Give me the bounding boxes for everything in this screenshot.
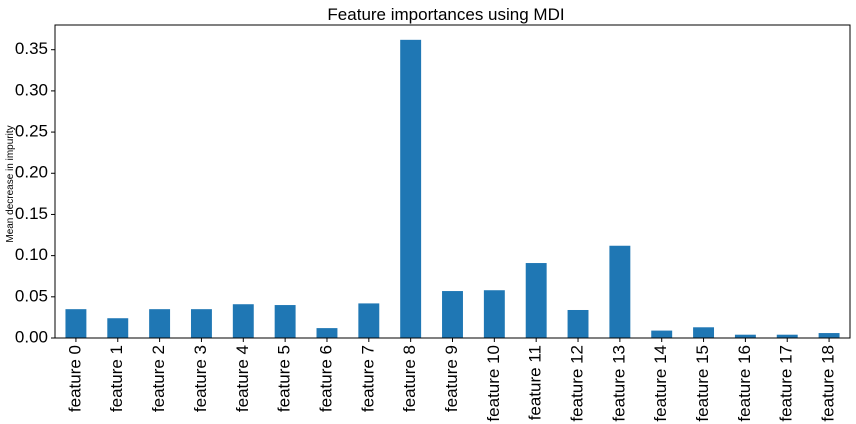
x-tick-label: feature 14 <box>651 345 670 422</box>
x-tick-label: feature 12 <box>568 345 587 422</box>
y-axis-label: Mean decrease in impurity <box>5 125 16 242</box>
bar-feature-6 <box>316 328 338 338</box>
x-tick-label: feature 5 <box>275 345 294 412</box>
bar-feature-7 <box>358 303 380 338</box>
bar-feature-10 <box>483 290 505 338</box>
x-tick-label: feature 3 <box>191 345 210 412</box>
x-tick-label: feature 2 <box>149 345 168 412</box>
bar-feature-3 <box>190 309 212 338</box>
y-tick-label: 0.30 <box>15 80 48 99</box>
bar-feature-11 <box>525 263 547 338</box>
y-tick-label: 0.20 <box>15 163 48 182</box>
x-tick-label: feature 10 <box>484 345 503 422</box>
bar-feature-14 <box>651 330 673 338</box>
plot-frame <box>54 24 851 339</box>
y-tick-label: 0.00 <box>15 327 48 346</box>
x-tick-label: feature 18 <box>819 345 838 422</box>
x-tick-label: feature 0 <box>65 345 84 412</box>
x-tick-label: feature 16 <box>735 345 754 422</box>
x-tick-label: feature 11 <box>526 345 545 420</box>
bar-feature-4 <box>232 304 254 338</box>
x-axis: feature 0 feature 1 feature 2 feature 3 feat… <box>65 338 838 422</box>
bar-feature-1 <box>107 318 129 338</box>
x-tick-label: feature 8 <box>400 345 419 412</box>
bars-group <box>65 39 840 338</box>
y-tick-label: 0.15 <box>15 204 48 223</box>
x-tick-label: feature 13 <box>609 345 628 422</box>
bar-feature-9 <box>442 291 463 338</box>
bar-feature-16 <box>734 334 756 338</box>
bar-feature-5 <box>274 305 296 338</box>
x-tick-label: feature 7 <box>358 345 377 412</box>
x-tick-label: feature 15 <box>693 345 712 422</box>
x-tick-label: feature 9 <box>442 345 461 412</box>
x-tick-label: feature 6 <box>316 345 335 412</box>
x-tick-label: feature 1 <box>107 345 126 412</box>
bar-feature-2 <box>149 309 171 338</box>
x-tick-label: feature 17 <box>777 345 796 422</box>
bar-feature-0 <box>65 309 87 338</box>
y-tick-label: 0.10 <box>15 245 48 264</box>
y-tick-label: 0.35 <box>15 39 48 58</box>
bar-feature-15 <box>693 327 715 338</box>
bar-feature-13 <box>609 245 631 338</box>
chart-title: Feature importances using MDI <box>327 5 564 24</box>
y-tick-label: 0.05 <box>15 286 48 305</box>
x-tick-label: feature 4 <box>233 345 252 412</box>
bar-feature-8 <box>400 39 422 338</box>
bar-feature-17 <box>776 334 798 338</box>
bar-feature-12 <box>567 309 589 338</box>
y-axis: 0.00 0.05 0.10 0.15 0.20 0.25 0.30 0.35 <box>15 39 55 346</box>
bar-feature-18 <box>818 333 840 338</box>
y-tick-label: 0.25 <box>15 122 48 141</box>
